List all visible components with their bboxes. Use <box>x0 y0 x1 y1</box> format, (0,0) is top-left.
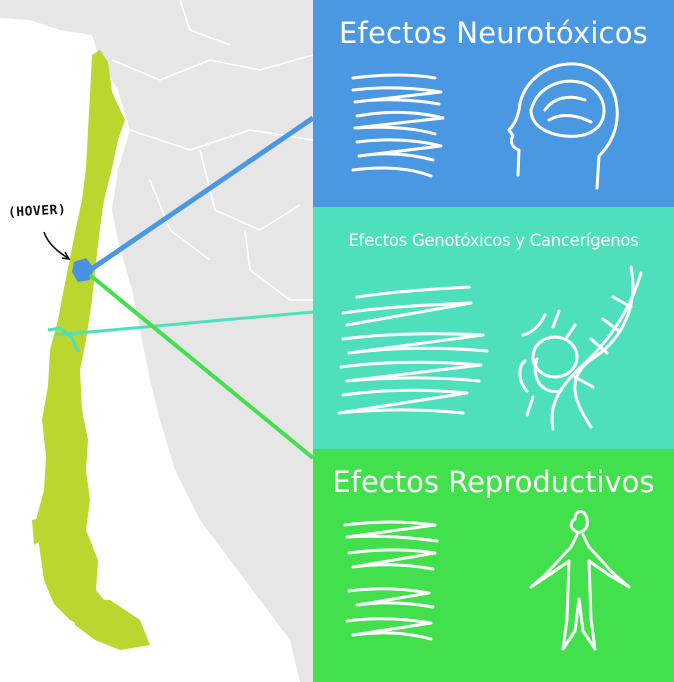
dna-cell-icon <box>518 265 643 431</box>
panel-genotoxic[interactable]: Efectos Genotóxicos y Cancerígenos <box>313 207 674 449</box>
neighbor-borders <box>111 0 314 301</box>
hover-arrow <box>43 231 69 259</box>
human-figure-icon <box>529 510 631 651</box>
hover-arrow-head <box>61 251 71 261</box>
link-repro <box>88 273 315 460</box>
chile-island <box>70 598 150 650</box>
head-brain-icon <box>507 62 619 190</box>
link-neuro <box>88 115 315 273</box>
text-scribble <box>337 285 489 415</box>
panel-title: Efectos Reproductivos <box>332 465 655 499</box>
hovered-region[interactable] <box>72 258 94 282</box>
chile-country[interactable] <box>36 50 132 640</box>
panel-reproductive[interactable]: Efectos Reproductivos <box>313 449 674 682</box>
text-scribble <box>343 520 439 641</box>
panel-neurotoxic[interactable]: Efectos Neurotóxicos <box>313 0 674 207</box>
text-scribble <box>351 73 445 178</box>
panel-title: Efectos Genotóxicos y Cancerígenos <box>348 231 639 250</box>
link-geno <box>54 310 314 337</box>
panel-title: Efectos Neurotóxicos <box>339 16 648 50</box>
hover-label: (HOVER) <box>7 202 67 221</box>
chile-island <box>32 518 42 545</box>
